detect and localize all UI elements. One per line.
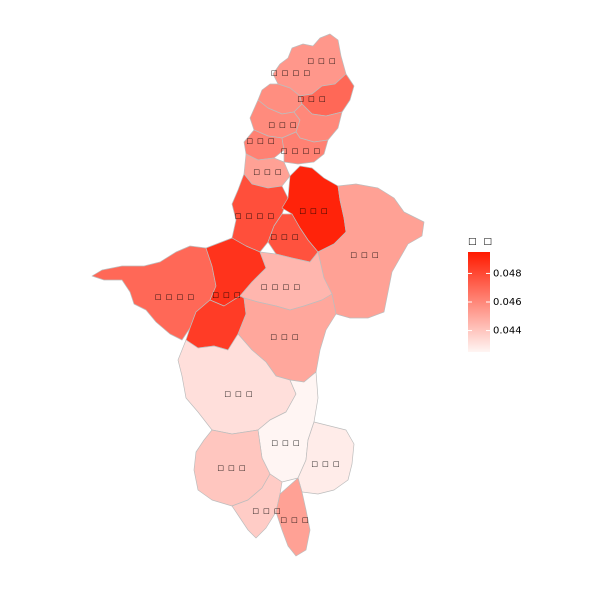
map-region[interactable]	[281, 131, 329, 165]
legend-tick-label: 0.048	[493, 268, 522, 279]
region-label: □ □ □	[311, 460, 340, 468]
map-region[interactable]	[297, 421, 355, 495]
region-label: □ □ □ □	[261, 283, 301, 291]
map-labels: □ □ □ □ □ □ □ □ □ □ □ □ □ □ □ □ □ □ □ □ …	[155, 57, 379, 524]
region-label: □ □ □	[253, 168, 282, 176]
region-label: □ □ □ □	[155, 293, 195, 301]
map-region[interactable]	[293, 103, 343, 143]
legend-ticks: 0.048 0.046 0.044	[468, 268, 522, 337]
region-label: □ □ □	[246, 137, 275, 145]
map-region[interactable]	[317, 183, 425, 319]
region-label: □ □ □	[297, 95, 326, 103]
region-label: □ □ □	[271, 439, 300, 447]
region-label: □ □ □	[270, 333, 299, 341]
map-region[interactable]	[275, 477, 311, 557]
region-label: □ □ □	[268, 121, 297, 129]
region-label: □ □ □	[350, 251, 379, 259]
legend-tick-label: 0.044	[493, 326, 522, 337]
region-label: □ □ □	[307, 57, 336, 65]
map-region[interactable]	[257, 371, 319, 483]
region-label: □ □ □	[299, 207, 328, 215]
region-label: □ □ □ □	[271, 69, 311, 77]
color-legend: □ □ 0.048 0.046 0.044	[468, 237, 522, 352]
region-label: □ □ □	[217, 464, 246, 472]
legend-tick-label: 0.046	[493, 297, 522, 308]
region-label: □ □ □	[212, 291, 241, 299]
legend-title: □ □	[468, 237, 494, 247]
region-label: □ □ □	[252, 507, 281, 515]
map-regions	[91, 33, 425, 557]
region-label: □ □ □ □	[235, 212, 275, 220]
legend-colorbar	[468, 252, 490, 352]
region-label: □ □ □	[270, 233, 299, 241]
region-label: □ □ □	[224, 390, 253, 398]
region-label: □ □ □ □	[281, 147, 321, 155]
region-label: □ □ □	[280, 516, 309, 524]
